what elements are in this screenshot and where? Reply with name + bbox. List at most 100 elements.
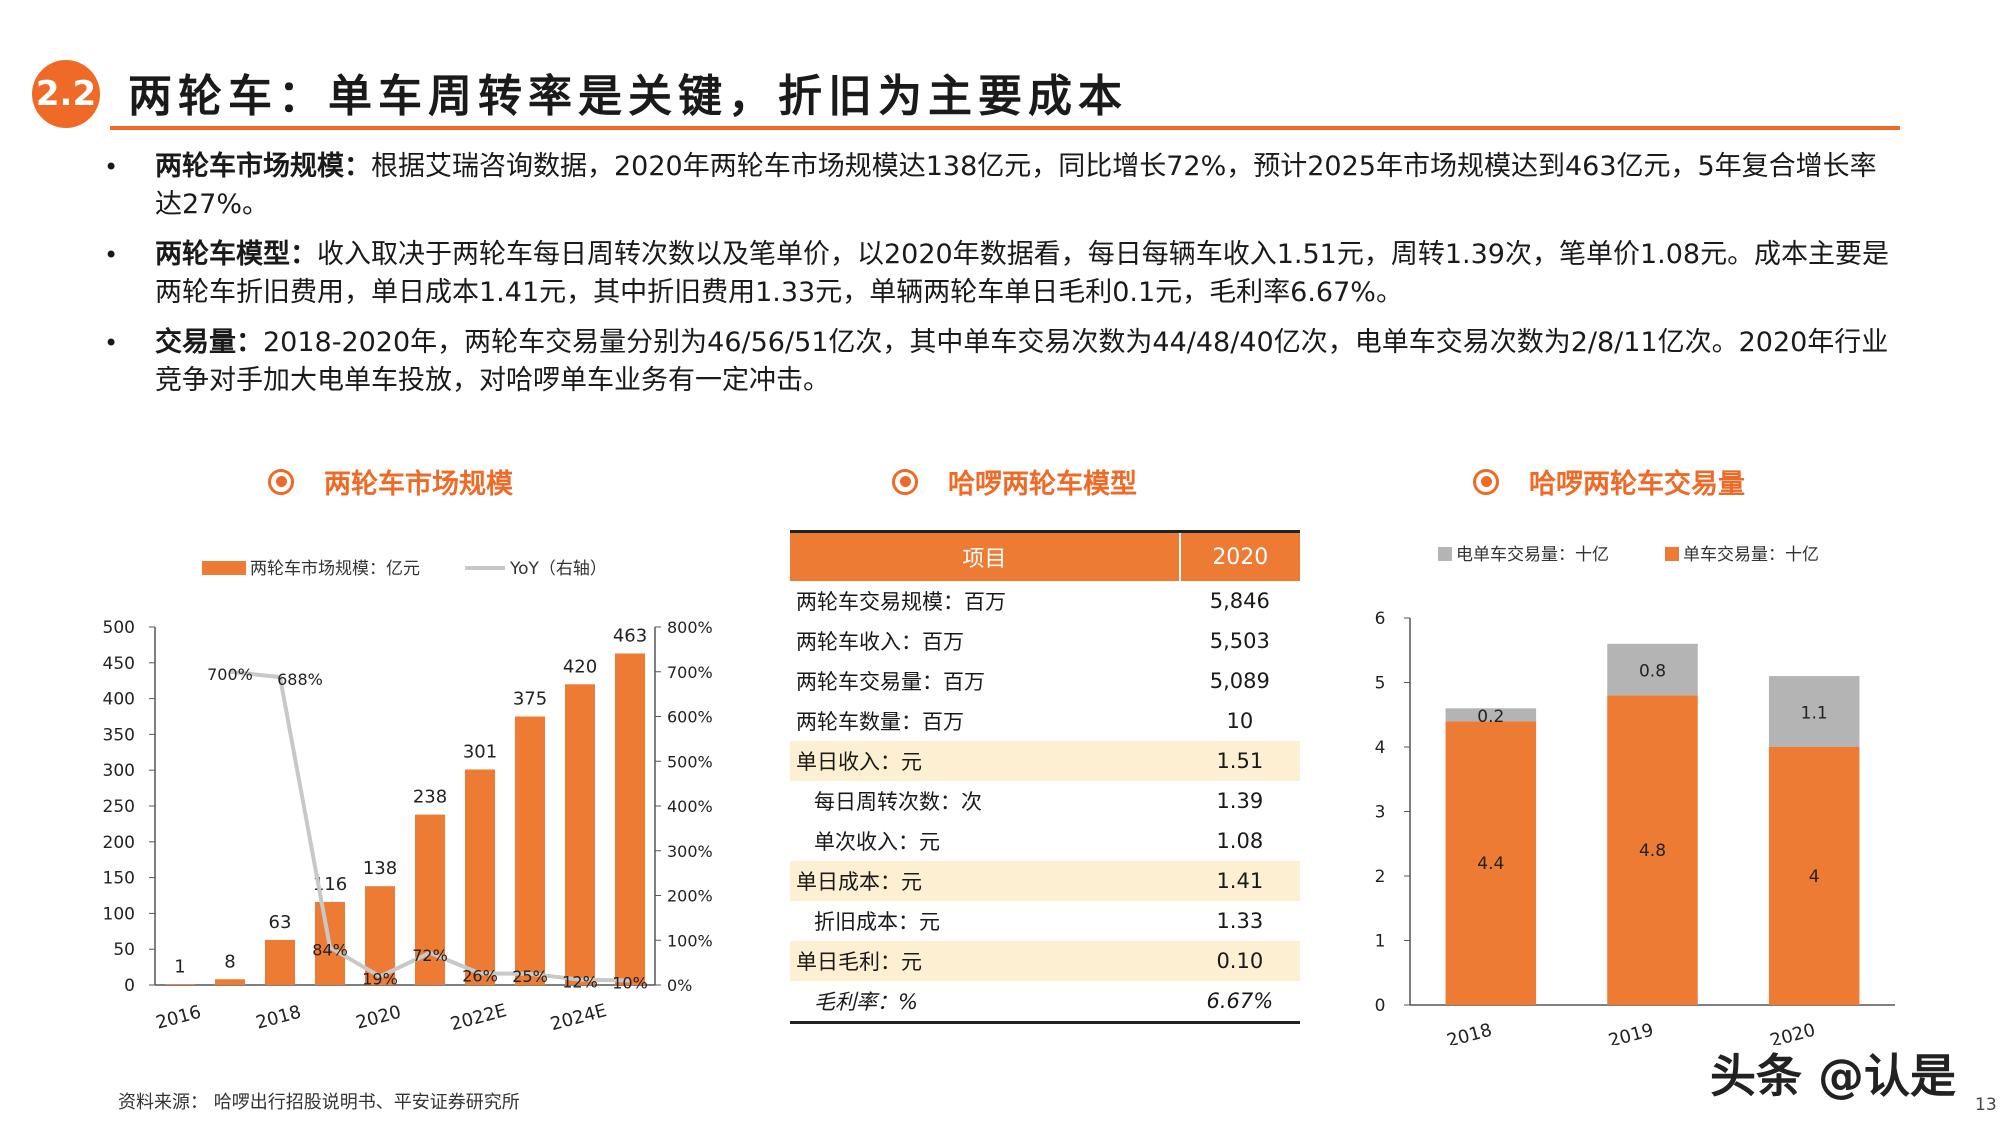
y-tick-label: 500 [103, 618, 135, 638]
yoy-value-label: 12% [562, 973, 598, 992]
y-tick-label: 3 [1375, 803, 1386, 823]
bar-ebike [1607, 643, 1698, 696]
y2-tick-label: 0% [667, 976, 692, 995]
bullet-text: 收入取决于两轮车每日周转次数以及笔单价，以2020年数据看，每日每辆车收入1.5… [155, 239, 1890, 308]
table-cell-value: 1.33 [1216, 909, 1264, 933]
unit-model-table: 项目 2020 两轮车交易规模：百万 5,846 两轮车收入：百万 5,503 两轮车交… [790, 530, 1300, 1024]
y-tick-label: 4 [1375, 738, 1386, 758]
bar-value-label: 116 [313, 874, 347, 895]
y-tick-label: 5 [1375, 674, 1386, 694]
bar-value-label: 1 [174, 956, 185, 977]
y-tick-label: 450 [103, 654, 135, 674]
x-tick-label: 2020 [354, 1002, 404, 1034]
x-tick-label: 2022E [448, 1000, 509, 1035]
bullet-dot-icon: • [104, 241, 119, 269]
yoy-value-label: 10% [612, 974, 648, 993]
y-tick-label: 150 [103, 869, 135, 889]
bar-bike [1445, 721, 1537, 1005]
bar-value-label-ebike: 0.8 [1639, 662, 1666, 682]
bullet-heading: 两轮车市场规模： [155, 151, 371, 182]
x-tick-label: 2018 [1445, 1020, 1495, 1045]
y-tick-label: 1 [1375, 932, 1386, 952]
target-icon [1473, 468, 1499, 495]
legend-swatch-ebike [1438, 547, 1452, 561]
bullet-item: • 两轮车市场规模：根据艾瑞咨询数据，2020年两轮车市场规模达138亿元，同比… [100, 148, 1900, 224]
y-tick-label: 300 [103, 761, 135, 781]
y2-tick-label: 300% [667, 842, 713, 861]
table-cell-value: 0.10 [1179, 941, 1300, 981]
table-cell-label: 折旧成本：元 [814, 910, 940, 934]
table-cell-value: 10 [1226, 709, 1254, 733]
bar-value-label-bike: 4.8 [1639, 841, 1666, 861]
bar-value-label: 420 [563, 656, 597, 677]
yoy-line [229, 669, 631, 983]
table-cell-value: 5,089 [1209, 669, 1270, 693]
table-cell-label: 每日周转次数：次 [814, 790, 982, 814]
bar-ebike [1445, 708, 1537, 722]
page-title: 两轮车：单车周转率是关键，折旧为主要成本 [128, 71, 1128, 122]
table-row: 单日收入：元 1.51 [790, 741, 1300, 781]
bullet-item: • 交易量：2018-2020年，两轮车交易量分别为46/56/51亿次，其中单… [100, 324, 1900, 400]
chart-title-text: 两轮车市场规模 [324, 469, 513, 500]
y2-tick-label: 600% [667, 708, 713, 727]
bullet-list: • 两轮车市场规模：根据艾瑞咨询数据，2020年两轮车市场规模达138亿元，同比… [100, 148, 1900, 412]
bar [215, 979, 245, 985]
bar-bike [1607, 695, 1698, 1005]
legend-label-ebike: 电单车交易量：十亿 [1456, 545, 1609, 565]
table-cell-label: 两轮车交易规模：百万 [796, 590, 1006, 614]
table-row: 每日周转次数：次 1.39 [790, 781, 1300, 821]
legend-swatch-bike [1665, 547, 1679, 561]
table-row: 单日毛利：元 0.10 [790, 941, 1300, 981]
table-cell-value: 1.51 [1179, 741, 1300, 781]
bullet-heading: 交易量： [155, 327, 263, 358]
bullet-dot-icon: • [104, 153, 119, 181]
table-cell-label: 两轮车收入：百万 [796, 630, 964, 654]
y2-tick-label: 200% [667, 887, 713, 906]
bullet-item: • 两轮车模型：收入取决于两轮车每日周转次数以及笔单价，以2020年数据看，每日… [100, 236, 1900, 312]
bar-value-label-bike: 4 [1809, 867, 1820, 887]
bullet-text: 2018-2020年，两轮车交易量分别为46/56/51亿次，其中单车交易次数为… [155, 327, 1889, 396]
table-row: 两轮车收入：百万 5,503 [790, 621, 1300, 661]
bar-value-label-bike: 4.4 [1477, 854, 1504, 874]
table-row: 毛利率：% 6.67% [790, 981, 1300, 1024]
bar-ebike [1768, 676, 1860, 747]
chart-title-volume: 哈啰两轮车交易量 [1473, 462, 1745, 501]
legend-label-line: YoY（右轴） [509, 559, 607, 579]
section-badge: 2.2 [32, 60, 100, 128]
y-tick-label: 400 [103, 690, 135, 710]
y-tick-label: 0 [124, 976, 135, 996]
yoy-value-label: 700% [207, 665, 253, 684]
bar [565, 684, 595, 985]
bar [265, 939, 295, 985]
y2-tick-label: 100% [667, 931, 713, 950]
y-tick-label: 2 [1375, 867, 1386, 887]
y2-tick-label: 500% [667, 752, 713, 771]
bar [615, 653, 645, 985]
bar-value-label-ebike: 0.2 [1477, 707, 1504, 727]
y-tick-label: 0 [1375, 996, 1386, 1016]
table-row: 折旧成本：元 1.33 [790, 901, 1300, 941]
bar [165, 984, 195, 985]
y-tick-label: 250 [103, 797, 135, 817]
table-cell-value: 5,846 [1209, 589, 1270, 613]
source-note: 资料来源： 哈啰出行招股说明书、平安证券研究所 [118, 1092, 520, 1113]
bar-value-label: 138 [363, 858, 397, 879]
bullet-dot-icon: • [104, 329, 119, 357]
bar-value-label-ebike: 1.1 [1801, 704, 1828, 724]
bar-value-label: 301 [463, 741, 497, 762]
table-cell-value: 1.41 [1179, 861, 1300, 901]
y2-tick-label: 400% [667, 797, 713, 816]
table-cell-value: 1.39 [1216, 789, 1264, 813]
table-cell-label: 单日毛利：元 [790, 941, 1180, 981]
yoy-value-label: 19% [362, 969, 398, 988]
bar-value-label: 375 [513, 689, 547, 710]
legend-label-bar: 两轮车市场规模：亿元 [250, 559, 420, 579]
table-header-year: 2020 [1178, 531, 1300, 581]
y-tick-label: 6 [1375, 609, 1386, 629]
table-cell-label: 单次收入：元 [814, 830, 940, 854]
x-tick-label: 2019 [1606, 1020, 1656, 1045]
table-row: 两轮车交易规模：百万 5,846 [790, 581, 1300, 621]
target-icon [892, 468, 918, 495]
table-cell-label: 两轮车数量：百万 [796, 710, 964, 734]
y-tick-label: 200 [103, 833, 135, 853]
